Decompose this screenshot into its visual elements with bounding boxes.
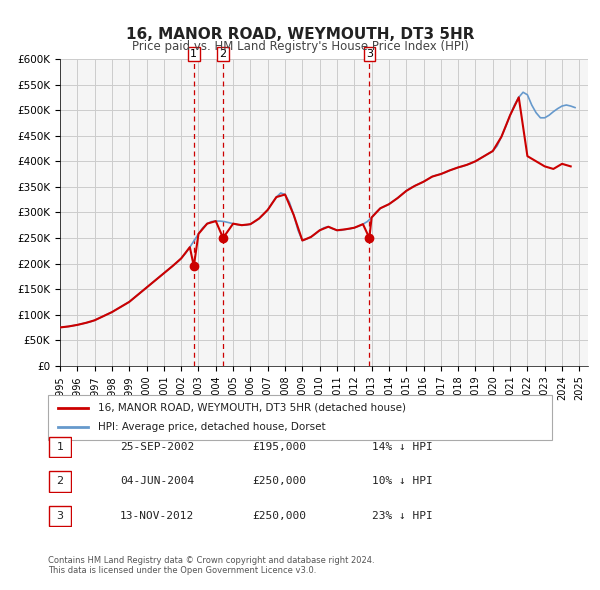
- Text: 3: 3: [366, 49, 373, 59]
- Text: £195,000: £195,000: [252, 442, 306, 452]
- Text: 3: 3: [56, 511, 64, 520]
- Text: 25-SEP-2002: 25-SEP-2002: [120, 442, 194, 452]
- Text: 16, MANOR ROAD, WEYMOUTH, DT3 5HR: 16, MANOR ROAD, WEYMOUTH, DT3 5HR: [126, 27, 474, 41]
- Text: 14% ↓ HPI: 14% ↓ HPI: [372, 442, 433, 452]
- Text: £250,000: £250,000: [252, 511, 306, 520]
- Text: 2: 2: [56, 477, 64, 486]
- Text: 2: 2: [220, 49, 227, 59]
- Text: Contains HM Land Registry data © Crown copyright and database right 2024.
This d: Contains HM Land Registry data © Crown c…: [48, 556, 374, 575]
- Text: 13-NOV-2012: 13-NOV-2012: [120, 511, 194, 520]
- FancyBboxPatch shape: [48, 395, 552, 440]
- FancyBboxPatch shape: [49, 506, 71, 526]
- Text: 1: 1: [56, 442, 64, 452]
- Text: 1: 1: [190, 49, 197, 59]
- Text: 04-JUN-2004: 04-JUN-2004: [120, 477, 194, 486]
- Text: 23% ↓ HPI: 23% ↓ HPI: [372, 511, 433, 520]
- Text: Price paid vs. HM Land Registry's House Price Index (HPI): Price paid vs. HM Land Registry's House …: [131, 40, 469, 53]
- Text: 16, MANOR ROAD, WEYMOUTH, DT3 5HR (detached house): 16, MANOR ROAD, WEYMOUTH, DT3 5HR (detac…: [98, 403, 406, 412]
- FancyBboxPatch shape: [49, 437, 71, 457]
- Text: 10% ↓ HPI: 10% ↓ HPI: [372, 477, 433, 486]
- FancyBboxPatch shape: [49, 471, 71, 491]
- Text: £250,000: £250,000: [252, 477, 306, 486]
- Text: HPI: Average price, detached house, Dorset: HPI: Average price, detached house, Dors…: [98, 422, 326, 432]
